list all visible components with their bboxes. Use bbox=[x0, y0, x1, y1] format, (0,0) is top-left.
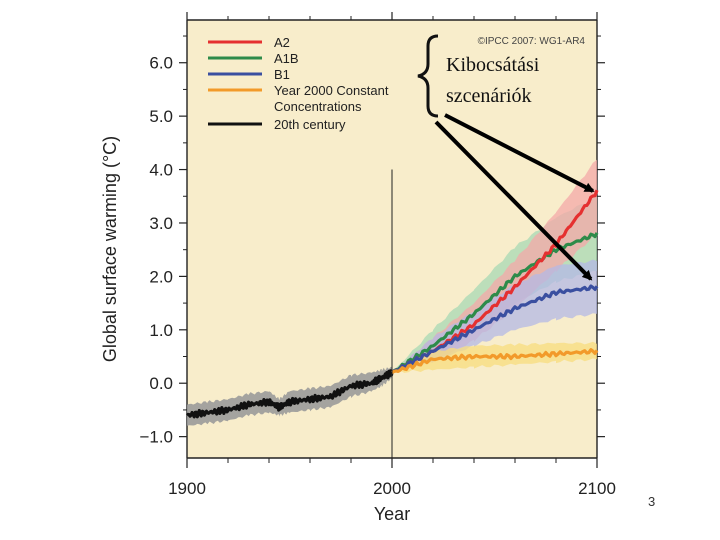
series-line-constant bbox=[391, 348, 599, 374]
uncertainty-band-century20 bbox=[187, 366, 392, 426]
x-tick-label: 2000 bbox=[373, 479, 411, 498]
y-tick-label: 5.0 bbox=[149, 107, 173, 126]
y-tick-label: 0.0 bbox=[149, 374, 173, 393]
series-line-b1 bbox=[391, 284, 599, 374]
annotation-arrows bbox=[434, 113, 595, 281]
y-tick-label: 4.0 bbox=[149, 161, 173, 180]
x-axis-label: Year bbox=[374, 504, 410, 524]
brace-icon bbox=[417, 34, 439, 118]
series-line-a1b bbox=[390, 232, 599, 374]
annotation-line-2: szcenáriók bbox=[446, 85, 532, 107]
annotation-arrow bbox=[434, 120, 593, 281]
y-tick-label: 2.0 bbox=[149, 267, 173, 286]
legend-label-a1b: A1B bbox=[274, 51, 299, 66]
legend-label-century20: 20th century bbox=[274, 117, 346, 132]
y-tick-label: −1.0 bbox=[139, 428, 173, 447]
x-tick-label: 2100 bbox=[578, 479, 616, 498]
x-tick-label: 1900 bbox=[168, 479, 206, 498]
series-line-century20 bbox=[185, 369, 394, 419]
credit-label: ©IPCC 2007: WG1-AR4 bbox=[478, 36, 586, 47]
annotation-arrow bbox=[444, 113, 595, 193]
legend-label-a2: A2 bbox=[274, 35, 290, 50]
y-axis-label: Global surface warming (°C) bbox=[100, 136, 120, 362]
annotation-line-1: Kibocsátási bbox=[446, 54, 540, 76]
legend-label-line: Concentrations bbox=[274, 99, 362, 114]
y-tick-label: 1.0 bbox=[149, 321, 173, 340]
page-number: 3 bbox=[648, 494, 656, 509]
series-lines bbox=[185, 189, 599, 419]
y-tick-label: 6.0 bbox=[149, 54, 173, 73]
y-tick-label: 3.0 bbox=[149, 214, 173, 233]
legend-label-constant: Year 2000 Constant Concentrations bbox=[274, 83, 389, 114]
legend-label-line: Year 2000 Constant bbox=[274, 83, 389, 98]
legend-label-b1: B1 bbox=[274, 67, 290, 82]
